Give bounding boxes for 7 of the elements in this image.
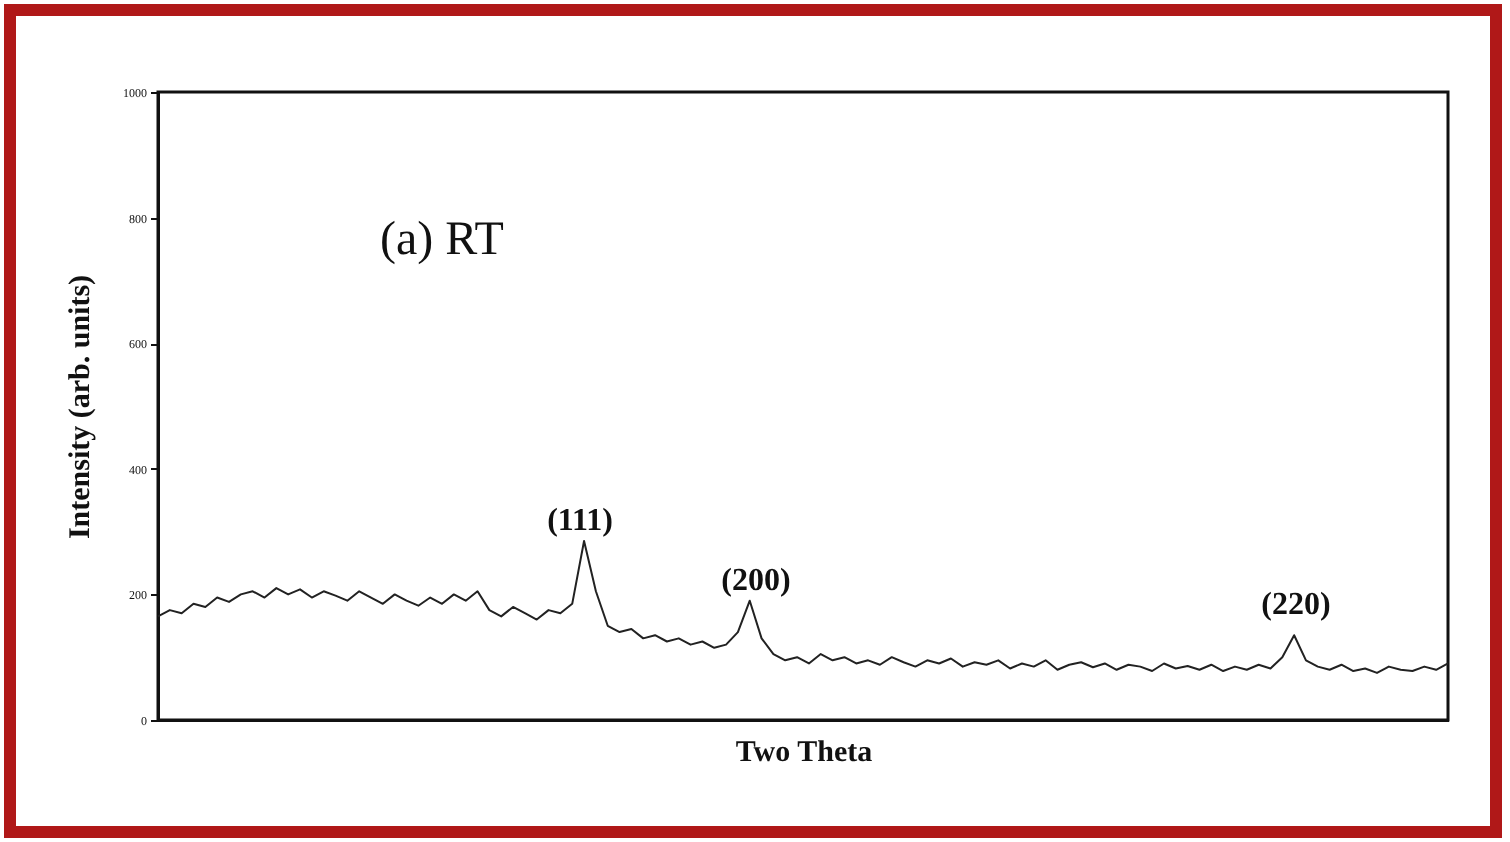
annotation: (200)	[721, 564, 791, 598]
annotation: (111)	[547, 504, 613, 538]
annotation: (220)	[1261, 588, 1331, 622]
annotation: (a) RT	[380, 214, 505, 266]
x-axis-title: Two Theta	[735, 737, 874, 769]
line-series	[157, 540, 1449, 674]
y-axis-title: Intensity (arb. units)	[65, 274, 97, 540]
